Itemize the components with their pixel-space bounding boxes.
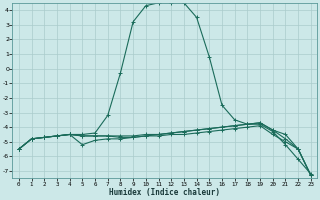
X-axis label: Humidex (Indice chaleur): Humidex (Indice chaleur) xyxy=(109,188,220,197)
